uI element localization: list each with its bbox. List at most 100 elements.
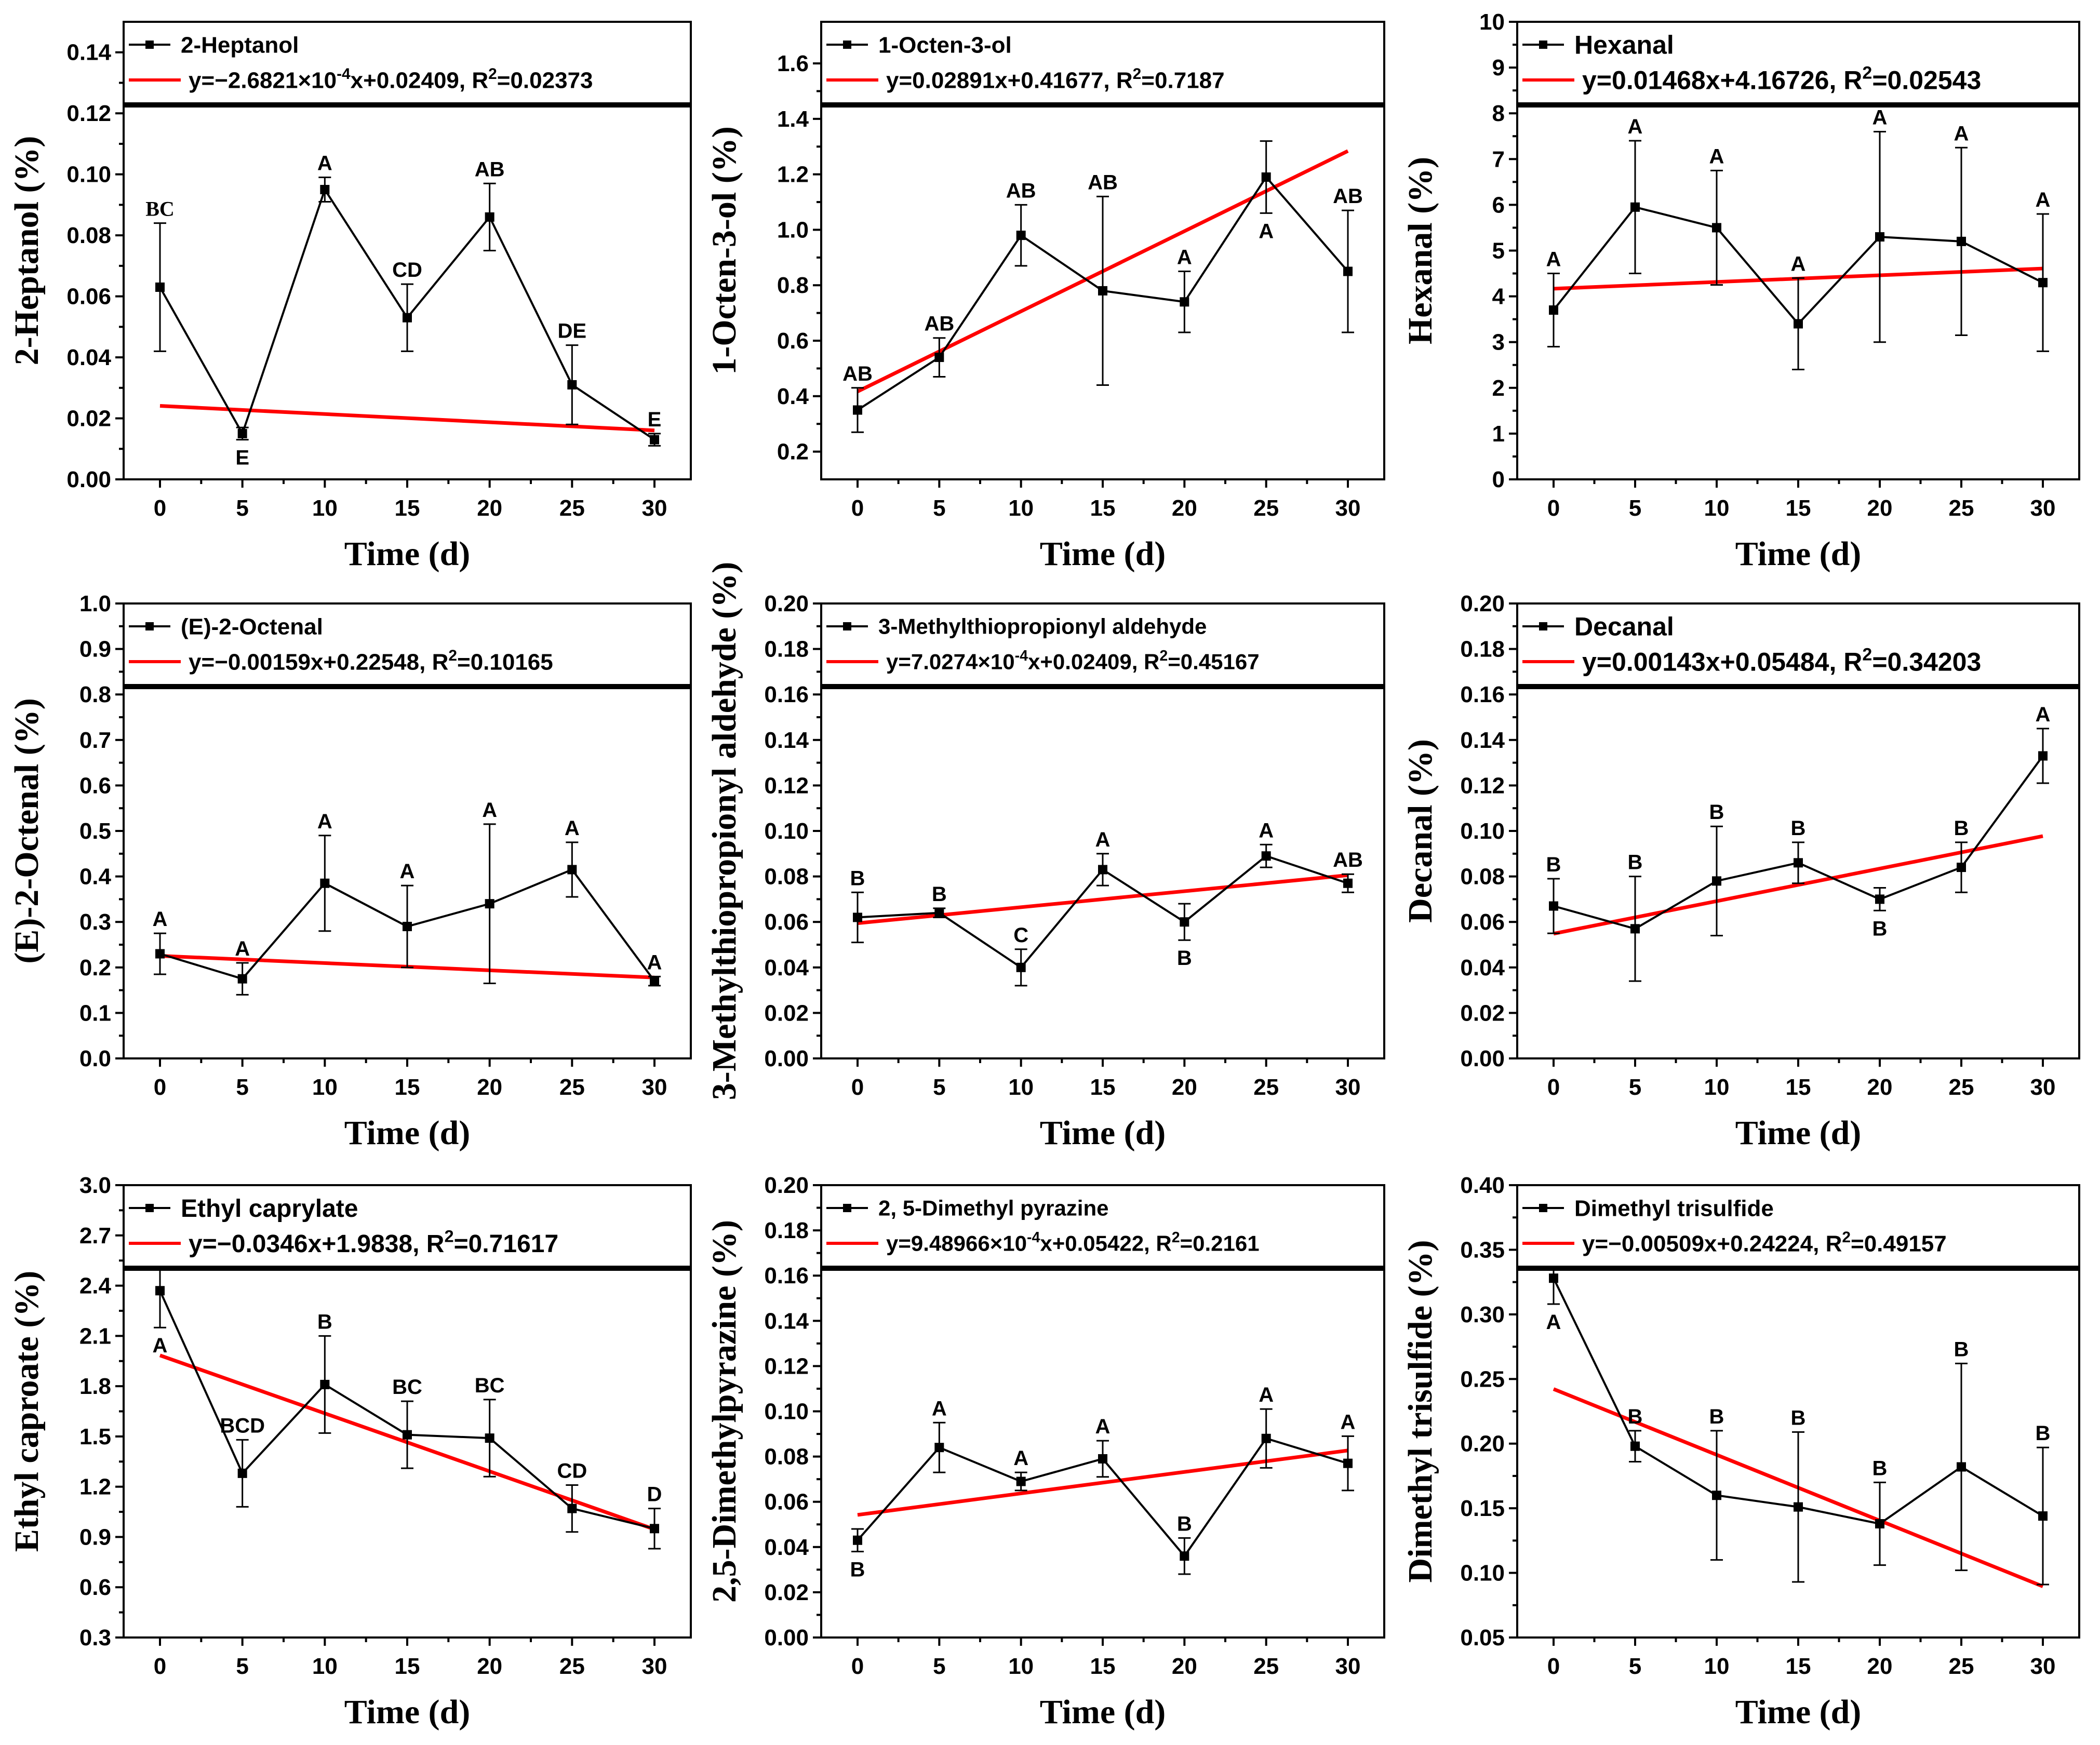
significance-letter: B [1628,1405,1643,1428]
significance-letter: A [153,1334,168,1357]
data-point [2038,278,2048,288]
y-tick-label: 0.16 [764,682,809,707]
data-point [934,908,944,918]
x-tick-label: 20 [477,495,502,521]
y-tick-label: 4 [1492,284,1505,310]
x-tick-label: 5 [236,1654,248,1679]
y-tick-label: 0.04 [1460,955,1505,981]
y-tick-label: 0.18 [764,1218,809,1243]
y-tick-label: 0.10 [1460,1561,1505,1586]
legend-series-marker [843,1204,851,1212]
data-point [1957,863,1966,873]
significance-letter: A [1628,115,1643,138]
legend-fit-text: y=−0.00159x+0.22548, R [189,649,448,675]
y-tick-label: 0.00 [1460,1046,1505,1071]
y-tick-label: 0.7 [79,728,111,753]
x-tick-label: 30 [642,1654,667,1679]
data-point [567,1504,577,1513]
y-tick-label: 0.02 [764,1000,809,1026]
significance-letter: B [317,1310,332,1333]
x-tick-label: 15 [1090,1075,1116,1100]
y-tick-label: 0.06 [1460,909,1505,935]
x-axis-title: Time (d) [1735,1114,1862,1152]
significance-letter: A [1954,122,1969,145]
data-point [1794,319,1803,329]
legend-fit-text: x+0.02409, R [351,68,488,93]
legend-box [1516,1184,2080,1269]
y-tick-label: 2.1 [79,1323,111,1349]
x-tick-label: 20 [1867,1075,1893,1100]
legend-series-marker [843,622,851,630]
legend-series-marker [145,1204,154,1212]
legend-fit-text: =0.2161 [1180,1231,1260,1256]
y-tick-label: 0.10 [66,162,111,187]
x-tick-label: 0 [851,1654,864,1679]
y-tick-label: 0 [1492,467,1505,492]
y-tick-label: 0.9 [79,637,111,662]
data-point [1630,1441,1640,1451]
data-point [1343,266,1353,276]
x-tick-label: 30 [2030,495,2056,521]
x-tick-label: 25 [559,495,585,521]
legend-fit-text: =0.7187 [1141,68,1224,93]
y-tick-label: 8 [1492,101,1505,126]
y-tick-label: 0.15 [1460,1496,1505,1521]
x-tick-label: 30 [1335,1075,1361,1100]
legend-fit-text: =0.71617 [454,1230,559,1258]
chart-panel-9: 0.05 0.10 0.15 0.20 0.25 0.30 0.35 0.40 0 5 10 15 20… [1401,1173,2080,1731]
data-point [1957,236,1966,246]
significance-letter: A [565,817,580,840]
data-point [1180,297,1189,307]
data-point [1712,1491,1721,1500]
significance-letter: CD [392,259,422,281]
significance-letter: B [1709,1405,1724,1428]
data-point [320,1379,330,1389]
data-point [1261,851,1271,861]
x-tick-label: 30 [2030,1075,2056,1100]
y-tick-label: 10 [1479,9,1505,35]
y-tick-label: 0.12 [1460,773,1505,798]
y-tick-label: 0.20 [1460,591,1505,616]
y-tick-label: 0.08 [764,1444,809,1470]
significance-letter: B [850,1559,865,1581]
x-tick-label: 15 [1786,1654,1811,1679]
data-point [320,878,330,888]
x-tick-label: 5 [1629,1075,1641,1100]
legend-fit-text: =0.49157 [1851,1231,1947,1256]
data-point [1343,878,1353,888]
y-tick-label: 0.20 [1460,1431,1505,1457]
legend-fit-text: y=9.48966×10 [886,1231,1027,1256]
significance-letter: A [400,860,415,883]
x-tick-label: 25 [1253,495,1279,521]
legend-fit-text: =0.34203 [1872,648,1981,677]
legend-series-marker [1539,1204,1547,1212]
y-tick-label: 1.2 [79,1474,111,1500]
x-tick-label: 25 [1253,1654,1279,1679]
x-tick-label: 25 [559,1075,585,1100]
y-tick-label: 0.2 [777,439,809,465]
data-point [650,1524,659,1534]
legend-box [1516,21,2080,106]
legend-series-label: Ethyl caprylate [181,1195,358,1223]
legend-fit-superscript: -4 [337,65,351,83]
x-tick-label: 0 [1547,1075,1560,1100]
data-point [853,405,862,415]
significance-letter: BC [475,1374,505,1397]
y-tick-label: 0.2 [79,955,111,981]
legend-series-label: 2-Heptanol [181,32,299,58]
legend-fit-text: y=7.0274×10 [886,650,1015,674]
y-tick-label: 0.1 [79,1000,111,1026]
significance-letter: B [1546,853,1561,876]
legend-fit-superscript: 2 [1133,65,1142,83]
data-point [403,1430,412,1440]
y-tick-label: 0.08 [1460,864,1505,890]
legend-box [123,1184,692,1269]
legend-fit-text: =0.10165 [457,649,553,675]
chart-panel-8: 0.00 0.02 0.04 0.06 0.08 0.10 0.12 0.14 0.16 0.18… [705,1173,1385,1731]
x-tick-label: 25 [559,1654,585,1679]
significance-letter: AB [1088,171,1118,194]
y-tick-label: 1 [1492,421,1505,447]
y-axis-title: Decanal (%) [1401,739,1439,923]
significance-letter: A [1259,1384,1274,1406]
legend-fit-superscript: -4 [1015,648,1028,664]
